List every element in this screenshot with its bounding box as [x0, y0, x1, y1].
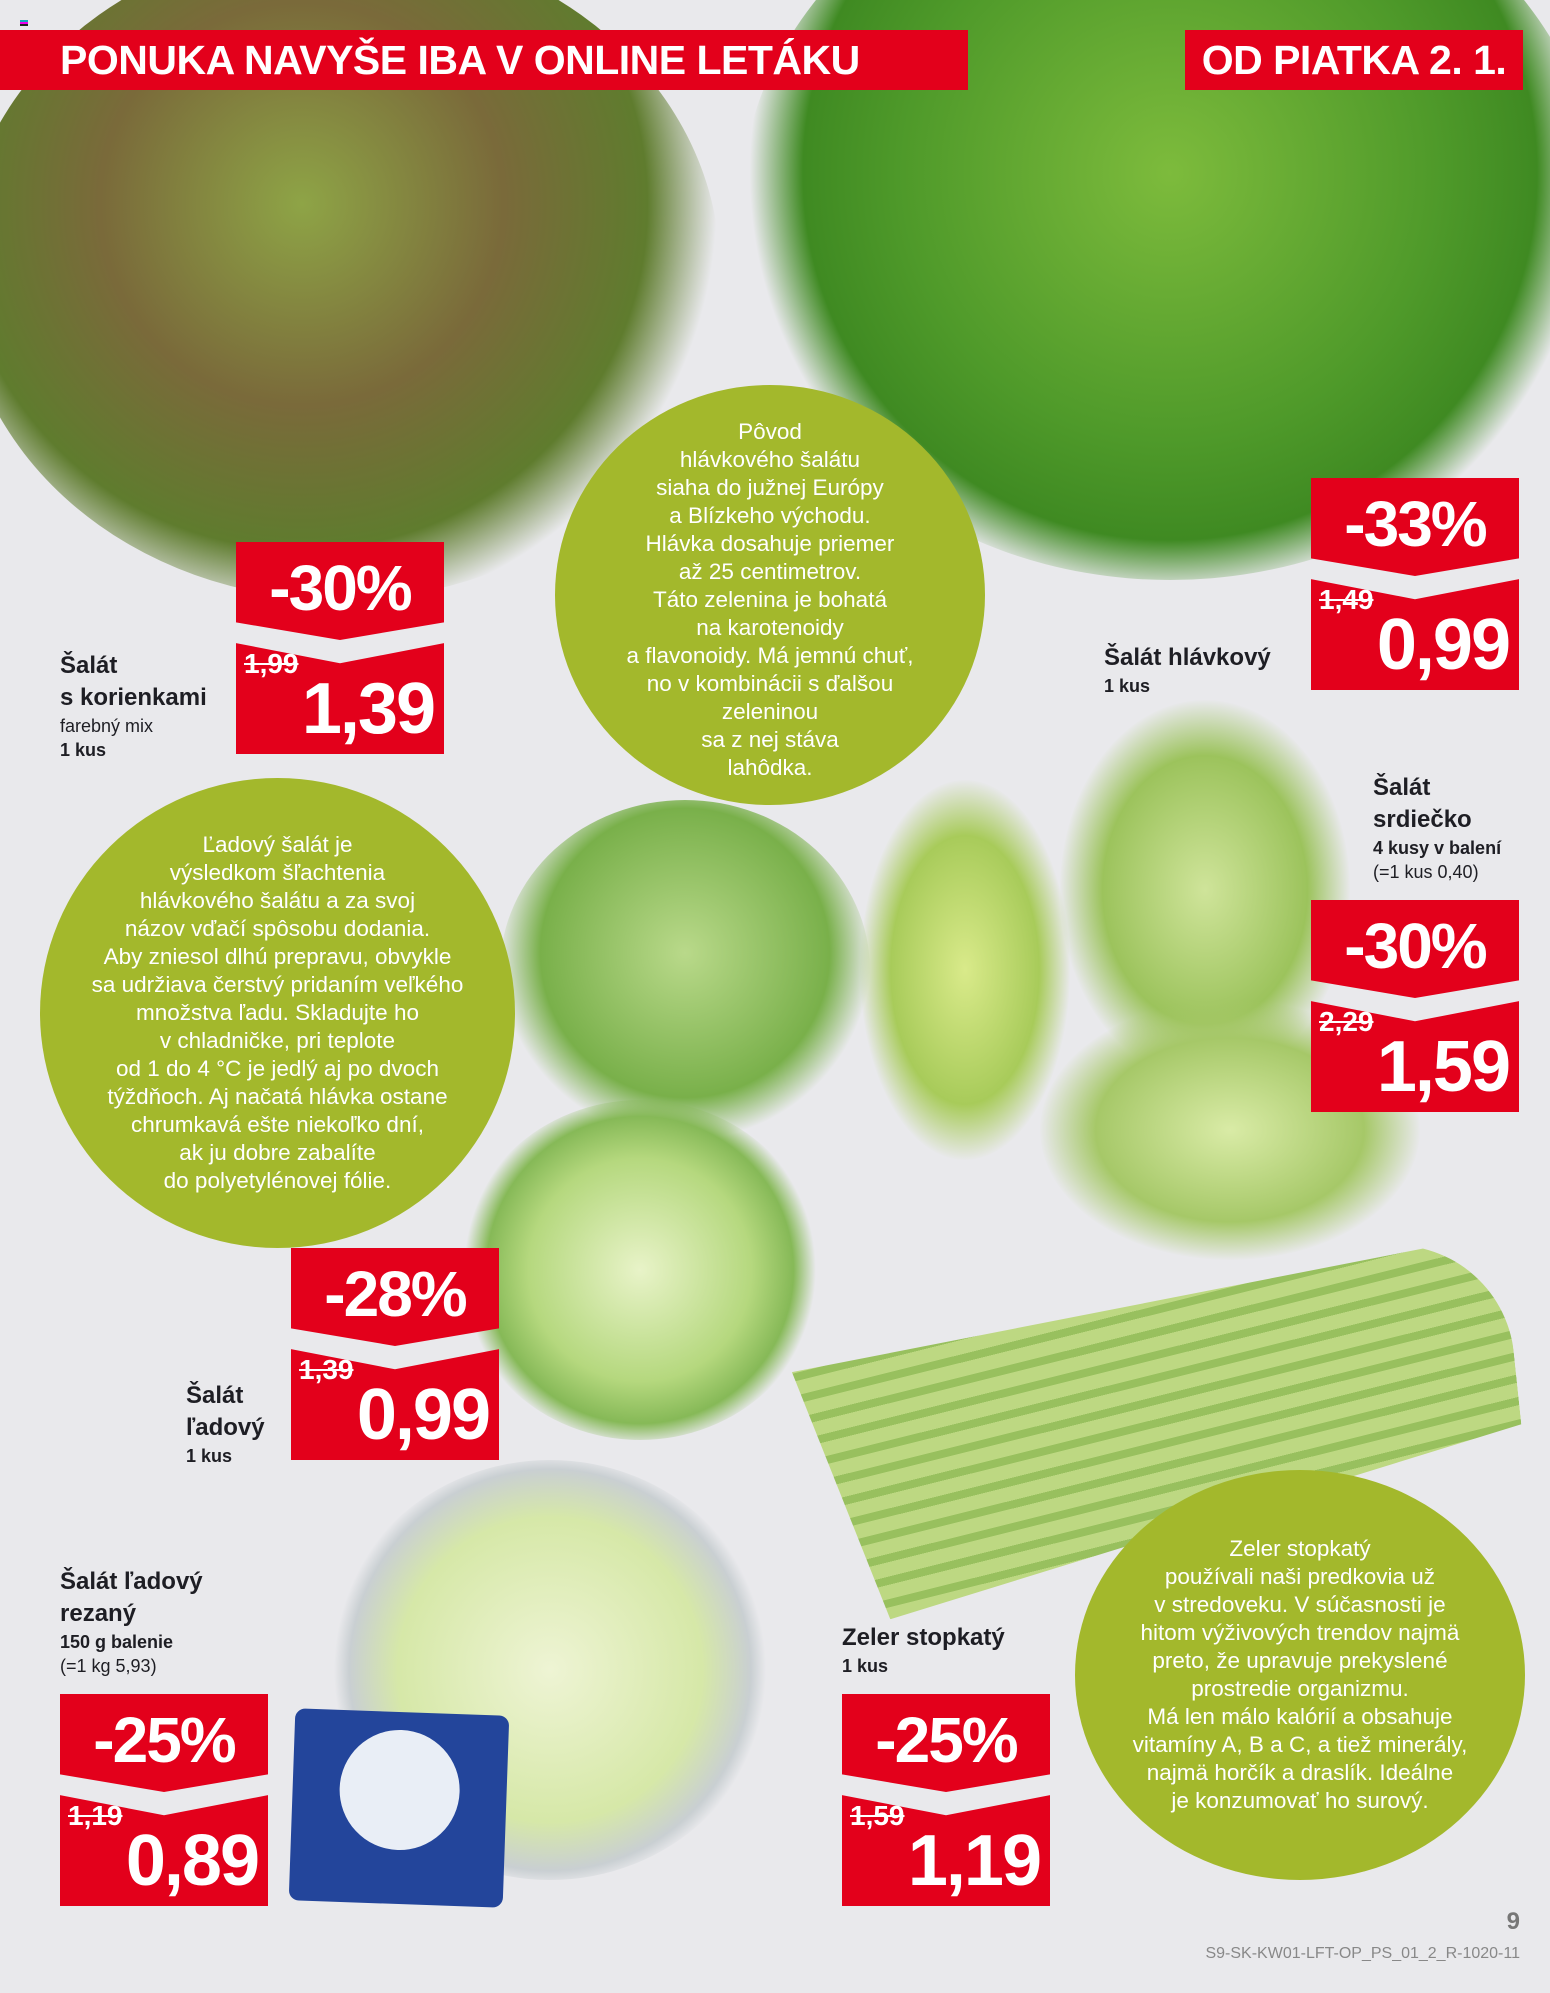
- date-banner: OD PIATKA 2. 1.: [1185, 30, 1523, 90]
- discount-badge: -30%: [1311, 900, 1519, 998]
- discount-badge: -28%: [291, 1248, 499, 1346]
- price-tag-rezany: -25% 1,19 0,89: [60, 1694, 268, 1906]
- info-bubble-iceberg: Ľadový šalát je výsledkom šľachtenia hlá…: [40, 778, 515, 1248]
- old-price: 1,19: [68, 1800, 123, 1831]
- info-bubble-butterhead: Pôvod hlávkového šalátu siaha do južnej …: [555, 385, 985, 805]
- product-desc: farebný mix: [60, 716, 154, 736]
- discount-badge: -25%: [842, 1694, 1050, 1792]
- new-price: 1,59: [1376, 1027, 1511, 1107]
- product-unit: 4 kusy v balení: [1373, 838, 1502, 858]
- banner-text: PONUKA NAVYŠE IBA V ONLINE LETÁKU: [60, 36, 860, 83]
- salad-package-image: [288, 1708, 510, 1908]
- page-number: 9: [1506, 1908, 1520, 1935]
- iceberg-half-image: [460, 1100, 820, 1440]
- product-label-korienkami: Šalát s korienkami farebný mix 1 kus: [60, 650, 207, 762]
- old-price: 1,59: [850, 1800, 905, 1831]
- product-name: Šalát s korienkami: [60, 652, 207, 711]
- product-unit: 1 kus: [60, 740, 107, 760]
- price-tag-korienkami: -30% 1,99 1,39: [236, 542, 444, 754]
- discount-badge: -33%: [1311, 478, 1519, 576]
- new-price: 1,39: [301, 669, 436, 749]
- online-offer-banner: PONUKA NAVYŠE IBA V ONLINE LETÁKU: [0, 30, 968, 90]
- product-label-zeler: Zeler stopkatý 1 kus: [842, 1622, 1005, 1678]
- product-name: Šalát hlávkový: [1104, 644, 1271, 671]
- discount-badge: -30%: [236, 542, 444, 640]
- price-tag-ladovy: -28% 1,39 0,99: [291, 1248, 499, 1460]
- info-text: Zeler stopkatý používali naši predkovia …: [1132, 1536, 1468, 1813]
- product-name: Šalát srdiečko: [1373, 774, 1472, 833]
- price-tag-zeler: -25% 1,59 1,19: [842, 1694, 1050, 1906]
- price-tag-hlavkovy: -33% 1,49 0,99: [1311, 478, 1519, 690]
- product-label-ladovy: Šalát ľadový 1 kus: [186, 1380, 265, 1468]
- product-label-rezany: Šalát ľadový rezaný 150 g balenie (=1 kg 5…: [60, 1566, 203, 1678]
- baby-lettuce-image: [860, 780, 1070, 1160]
- info-text: Ľadový šalát je výsledkom šľachtenia hlá…: [91, 832, 464, 1193]
- old-price: 1,39: [299, 1354, 354, 1385]
- date-text: OD PIATKA 2. 1.: [1201, 36, 1507, 83]
- color-marker: [20, 20, 28, 26]
- product-name: Zeler stopkatý: [842, 1624, 1005, 1651]
- old-price: 2,29: [1319, 1006, 1374, 1037]
- new-price: 1,19: [907, 1821, 1042, 1901]
- product-unit: 150 g balenie: [60, 1632, 174, 1652]
- info-text: Pôvod hlávkového šalátu siaha do južnej …: [626, 419, 914, 780]
- new-price: 0,99: [356, 1375, 491, 1455]
- product-unit: 1 kus: [1104, 676, 1151, 696]
- old-price: 1,49: [1319, 584, 1374, 615]
- unit-price: (=1 kg 5,93): [60, 1656, 157, 1676]
- new-price: 0,99: [1376, 605, 1511, 685]
- iceberg-lettuce-image: [500, 800, 870, 1140]
- new-price: 0,89: [125, 1821, 260, 1901]
- old-price: 1,99: [244, 648, 299, 679]
- product-label-hlavkovy: Šalát hlávkový 1 kus: [1104, 642, 1271, 698]
- unit-price: (=1 kus 0,40): [1373, 862, 1479, 882]
- product-name: Šalát ľadový rezaný: [60, 1568, 203, 1627]
- print-code: S9-SK-KW01-LFT-OP_PS_01_2_R-1020-11: [1205, 1945, 1520, 1962]
- product-unit: 1 kus: [186, 1446, 233, 1466]
- product-unit: 1 kus: [842, 1656, 889, 1676]
- product-name: Šalát ľadový: [186, 1382, 265, 1441]
- price-tag-srdiecko: -30% 2,29 1,59: [1311, 900, 1519, 1112]
- product-label-srdiecko: Šalát srdiečko 4 kusy v balení (=1 kus 0,4…: [1373, 772, 1501, 884]
- discount-badge: -25%: [60, 1694, 268, 1792]
- info-bubble-celery: Zeler stopkatý používali naši predkovia …: [1075, 1470, 1525, 1880]
